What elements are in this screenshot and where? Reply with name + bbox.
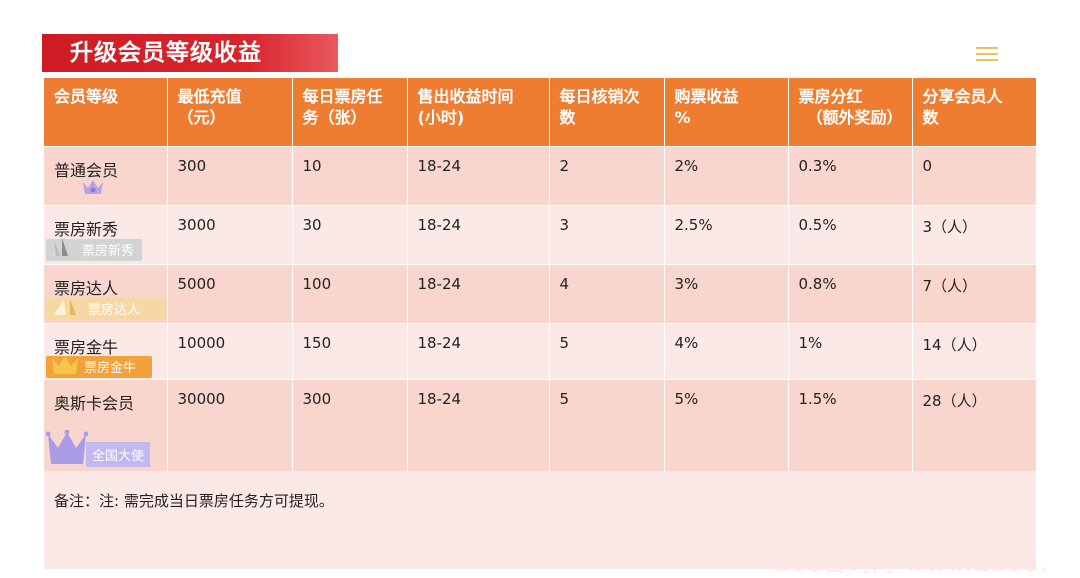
- level-badge: 票房达人: [46, 297, 166, 321]
- badge-label: 票房金牛: [84, 361, 137, 376]
- daily-task-cell: 10: [292, 145, 408, 205]
- min-recharge-cell: 30000: [167, 378, 293, 471]
- menu-icon[interactable]: [976, 47, 998, 61]
- header-daily-task: 每日票房任 务（张）: [292, 78, 408, 146]
- share-members-cell: 3（人）: [912, 204, 1036, 264]
- level-cell: 票房达人 票房达人: [44, 263, 168, 323]
- table-row: 普通会员 300 10 18-24 2 2% 0.3% 0: [44, 145, 1036, 205]
- min-recharge-cell: 10000: [167, 322, 293, 379]
- daily-checks-cell: 3: [549, 204, 665, 264]
- header-ticket-income: 购票收益%: [664, 78, 789, 146]
- ticket-income-cell: 2.5%: [664, 204, 789, 264]
- level-cell: 普通会员: [44, 145, 168, 205]
- sale-hours-cell: 18-24: [407, 322, 550, 379]
- daily-checks-cell: 5: [549, 378, 665, 471]
- table-row: 票房达人 票房达人 5000 100 18-24 4 3% 0.8% 7（: [44, 263, 1036, 323]
- level-name: 票房金牛: [54, 337, 119, 357]
- note-text: 备注：注: 需完成当日票房任务方可提现。: [54, 492, 334, 510]
- level-cell: 票房金牛 票房金牛: [44, 322, 168, 379]
- level-cell: 奥斯卡会员 全国大使: [44, 378, 168, 471]
- header-min-recharge: 最低充值 （元）: [167, 78, 293, 146]
- crown-icon: [50, 355, 80, 379]
- min-recharge-cell: 300: [167, 145, 293, 205]
- min-recharge-cell: 5000: [167, 263, 293, 323]
- level-badge: 全国大使: [45, 429, 162, 470]
- level-name: 票房新秀: [54, 219, 119, 239]
- badge-label: 票房新秀: [82, 244, 135, 259]
- ticket-income-cell: 2%: [664, 145, 789, 205]
- watermark: 318首码网 www.E318.: [776, 552, 1049, 577]
- sale-hours-cell: 18-24: [407, 263, 550, 323]
- ticket-income-cell: 3%: [664, 263, 789, 323]
- ticket-income-cell: 5%: [664, 378, 789, 471]
- sale-hours-cell: 18-24: [407, 204, 550, 264]
- daily-task-cell: 300: [292, 378, 408, 471]
- crown-icon: [52, 237, 78, 262]
- daily-task-cell: 100: [292, 263, 408, 323]
- level-cell: 票房新秀 票房新秀: [44, 204, 168, 264]
- daily-task-cell: 150: [292, 322, 408, 379]
- badge-label: 票房达人: [88, 303, 141, 318]
- page-title: 升级会员等级收益: [42, 34, 338, 72]
- ticket-income-cell: 4%: [664, 322, 789, 379]
- sale-hours-cell: 18-24: [407, 378, 550, 471]
- crown-icon: [45, 429, 89, 470]
- daily-task-cell: 30: [292, 204, 408, 264]
- table-row: 奥斯卡会员 全国大使 30000 300 18-24 5 5% 1.5%: [44, 378, 1036, 471]
- crown-icon: [52, 297, 84, 321]
- dividend-cell: 1%: [788, 322, 913, 379]
- level-name: 票房达人: [54, 278, 119, 298]
- crown-icon: [82, 179, 104, 195]
- level-name: 奥斯卡会员: [54, 393, 135, 413]
- level-badge: 票房新秀: [46, 237, 142, 262]
- header-dividend: 票房分红 （额外奖励）: [788, 78, 913, 146]
- header-share-members: 分享会员人数: [912, 78, 1036, 146]
- header-sale-hours: 售出收益时间 (小时): [407, 78, 550, 146]
- dividend-cell: 0.5%: [788, 204, 913, 264]
- sale-hours-cell: 18-24: [407, 145, 550, 205]
- header-level: 会员等级: [44, 78, 168, 146]
- table-row: 票房新秀 票房新秀 3000 30 18-24 3 2.5% 0.5% 3: [44, 204, 1036, 264]
- badge-label: 全国大使: [86, 442, 151, 467]
- share-members-cell: 14（人）: [912, 322, 1036, 379]
- table-row: 票房金牛 票房金牛 10000 150 18-24 5 4% 1% 14（: [44, 322, 1036, 379]
- daily-checks-cell: 2: [549, 145, 665, 205]
- level-badge: 票房金牛: [46, 355, 152, 379]
- level-name: 普通会员: [54, 160, 119, 180]
- membership-table: 会员等级 最低充值 （元） 每日票房任 务（张） 售出收益时间 (小时) 每日核销次数…: [44, 78, 1036, 569]
- share-members-cell: 0: [912, 145, 1036, 205]
- dividend-cell: 0.8%: [788, 263, 913, 323]
- daily-checks-cell: 5: [549, 322, 665, 379]
- table-header-row: 会员等级 最低充值 （元） 每日票房任 务（张） 售出收益时间 (小时) 每日核销次数…: [44, 78, 1036, 146]
- dividend-cell: 1.5%: [788, 378, 913, 471]
- header-daily-checks: 每日核销次数: [549, 78, 665, 146]
- min-recharge-cell: 3000: [167, 204, 293, 264]
- daily-checks-cell: 4: [549, 263, 665, 323]
- share-members-cell: 7（人）: [912, 263, 1036, 323]
- dividend-cell: 0.3%: [788, 145, 913, 205]
- share-members-cell: 28（人）: [912, 378, 1036, 471]
